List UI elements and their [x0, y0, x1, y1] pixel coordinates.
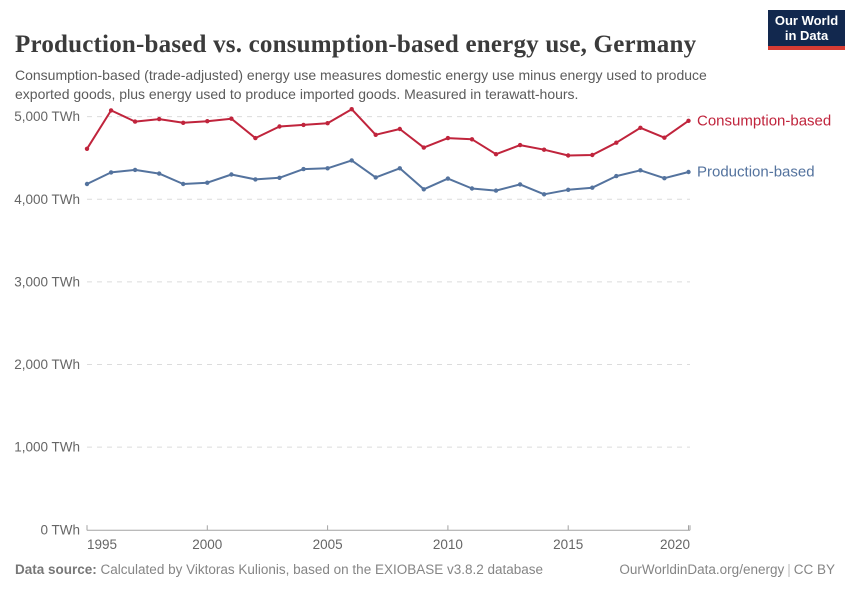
consumption-based-point-2004[interactable]	[301, 122, 306, 128]
production-based-series[interactable]: Production-based	[84, 158, 815, 197]
y-axis-tick-label: 2,000 TWh	[14, 357, 80, 372]
data-source-label: Data source:	[15, 562, 97, 577]
consumption-based-line[interactable]	[86, 108, 690, 157]
consumption-based-point-2006[interactable]	[349, 107, 354, 112]
data-source-note: Data source: Calculated by Viktoras Kuli…	[15, 562, 543, 577]
production-based-point-2008[interactable]	[397, 166, 402, 171]
production-based-point-1995[interactable]	[84, 181, 90, 187]
y-axis-tick-label: 0 TWh	[40, 522, 80, 537]
production-based-point-1996[interactable]	[108, 170, 114, 175]
owid-logo-line2: in Data	[784, 28, 829, 43]
owid-logo[interactable]: Our World in Data	[768, 10, 845, 50]
consumption-based-series[interactable]: Consumption-based	[84, 107, 831, 158]
production-based-point-2014[interactable]	[541, 192, 547, 197]
chart-subtitle: Consumption-based (trade-adjusted) energ…	[15, 67, 707, 102]
y-axis-tick-label: 5,000 TWh	[14, 109, 80, 124]
consumption-based-point-1999[interactable]	[181, 120, 186, 126]
chart-footer: Data source: Calculated by Viktoras Kuli…	[15, 562, 835, 577]
consumption-based-point-2016[interactable]	[590, 152, 595, 158]
consumption-based-point-2000[interactable]	[205, 119, 210, 124]
consumption-based-point-2012[interactable]	[493, 152, 499, 157]
data-source-text: Calculated by Viktoras Kulionis, based o…	[96, 562, 544, 577]
production-based-point-2007[interactable]	[373, 175, 378, 180]
y-axis-tick-label: 4,000 TWh	[14, 192, 80, 207]
footer-links: OurWorldinData.org/energy | CC BY	[619, 562, 835, 577]
consumption-based-point-2005[interactable]	[325, 121, 330, 126]
production-based-point-2020[interactable]	[686, 169, 691, 175]
consumption-based-point-2008[interactable]	[397, 126, 402, 132]
consumption-based-point-2009[interactable]	[421, 145, 426, 150]
production-based-point-2019[interactable]	[662, 176, 667, 181]
x-axis-tick-label: 2000	[192, 537, 222, 552]
production-based-point-2001[interactable]	[229, 172, 234, 177]
production-based-point-2002[interactable]	[253, 177, 258, 182]
consumption-based-point-1996[interactable]	[108, 108, 114, 113]
consumption-based-point-2017[interactable]	[614, 140, 619, 145]
license-link[interactable]: CC BY	[793, 562, 835, 577]
consumption-based-series-label: Consumption-based	[697, 112, 831, 129]
consumption-based-point-2020[interactable]	[686, 118, 691, 124]
production-based-point-2015[interactable]	[566, 187, 571, 192]
consumption-based-point-2019[interactable]	[662, 135, 667, 140]
consumption-based-point-2018[interactable]	[638, 125, 643, 130]
consumption-based-point-1998[interactable]	[157, 116, 162, 122]
production-based-point-2003[interactable]	[277, 175, 282, 180]
consumption-based-point-2013[interactable]	[517, 142, 523, 148]
consumption-based-point-2011[interactable]	[469, 137, 475, 142]
production-based-point-2018[interactable]	[638, 168, 643, 173]
consumption-based-point-2003[interactable]	[277, 124, 282, 129]
production-based-point-2006[interactable]	[349, 158, 354, 163]
production-based-point-2016[interactable]	[590, 185, 595, 190]
owid-logo-line1: Our World	[774, 13, 839, 28]
production-based-point-1999[interactable]	[181, 181, 186, 187]
production-based-point-1998[interactable]	[157, 171, 162, 176]
consumption-based-point-2002[interactable]	[253, 135, 258, 141]
production-based-point-2012[interactable]	[493, 188, 499, 193]
consumption-based-point-2014[interactable]	[541, 147, 547, 152]
production-based-point-2000[interactable]	[205, 180, 210, 185]
production-based-point-2005[interactable]	[325, 166, 330, 171]
x-axis-tick-label: 1995	[87, 537, 117, 552]
production-based-point-2013[interactable]	[517, 182, 523, 187]
owid-url-link[interactable]: OurWorldinData.org/energy	[619, 562, 785, 577]
production-based-point-2017[interactable]	[614, 173, 619, 179]
production-based-series-label: Production-based	[697, 163, 815, 180]
x-axis-tick-label: 2010	[433, 537, 463, 552]
consumption-based-point-2015[interactable]	[566, 153, 571, 158]
y-axis-tick-label: 1,000 TWh	[14, 440, 80, 455]
x-axis-tick-label: 2005	[313, 537, 343, 552]
production-based-point-2004[interactable]	[301, 166, 306, 172]
production-based-point-1997[interactable]	[132, 167, 138, 173]
consumption-based-point-1997[interactable]	[132, 119, 138, 124]
consumption-based-point-1995[interactable]	[84, 146, 90, 151]
footer-separator: |	[787, 562, 791, 577]
x-axis-tick-label: 2020	[660, 537, 690, 552]
x-axis-tick-label: 2015	[553, 537, 583, 552]
production-based-point-2010[interactable]	[445, 176, 451, 181]
production-based-line[interactable]	[86, 159, 690, 196]
production-based-point-2011[interactable]	[469, 186, 475, 191]
page-title: Production-based vs. consumption-based e…	[15, 30, 697, 58]
production-based-point-2009[interactable]	[421, 187, 426, 192]
consumption-based-point-2010[interactable]	[445, 135, 451, 141]
consumption-based-point-2007[interactable]	[373, 132, 378, 137]
consumption-based-point-2001[interactable]	[229, 116, 234, 121]
y-axis-tick-label: 3,000 TWh	[14, 274, 80, 289]
